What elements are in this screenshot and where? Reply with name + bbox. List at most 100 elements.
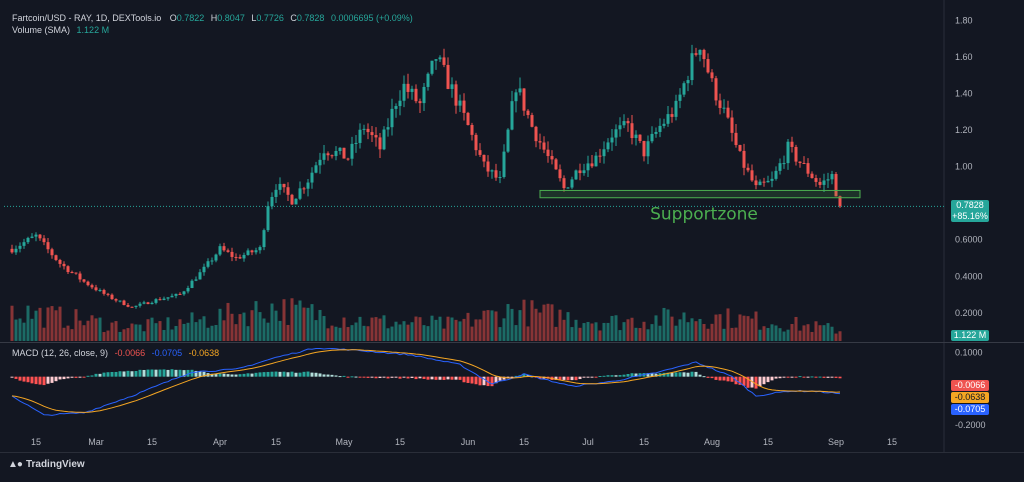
candle-body <box>86 281 90 286</box>
macd-histogram-bar <box>382 376 386 378</box>
candle-body <box>698 49 702 55</box>
volume-bar <box>314 320 318 341</box>
macd-histogram-bar <box>30 376 34 384</box>
candle-body <box>302 188 306 190</box>
candle-body <box>214 254 218 261</box>
volume-bar <box>230 313 234 341</box>
volume-bar <box>70 329 74 341</box>
macd-histogram-bar <box>110 371 114 377</box>
macd-histogram-bar <box>610 375 614 377</box>
macd-histogram-bar <box>562 376 566 380</box>
volume-bar <box>502 318 506 341</box>
macd-histogram-bar <box>558 376 562 381</box>
candle-body <box>10 248 14 253</box>
macd-histogram-bar <box>786 376 790 378</box>
volume-bar <box>234 324 238 341</box>
macd-histogram-bar <box>90 375 94 377</box>
volume-bar <box>466 312 470 341</box>
macd-histogram-bar <box>190 369 194 377</box>
macd-histogram-bar <box>210 373 214 377</box>
macd-histogram-bar <box>78 376 82 378</box>
candle-body <box>486 161 490 172</box>
macd-histogram-bar <box>362 376 366 378</box>
candle-body <box>142 302 146 304</box>
candle-body <box>482 154 486 162</box>
macd-histogram-bar <box>446 376 450 380</box>
symbol-title[interactable]: Fartcoin/USD - RAY, 1D, DEXTools.io <box>12 13 162 23</box>
volume-bar <box>634 327 638 341</box>
macd-histogram-bar <box>354 376 358 378</box>
volume-bar <box>542 304 546 341</box>
candle-body <box>522 88 526 111</box>
macd-histogram-bar <box>386 376 390 379</box>
macd-histogram-bar <box>230 374 234 377</box>
volume-bar <box>626 319 630 341</box>
macd-histogram-bar <box>70 376 74 378</box>
macd-histogram-bar <box>586 376 590 378</box>
macd-histogram-bar <box>438 376 442 380</box>
volume-bar <box>686 322 690 341</box>
volume-bar <box>762 326 766 341</box>
macd-histogram-bar <box>614 375 618 377</box>
candle-body <box>670 114 674 117</box>
time-axis-tick: Sep <box>828 437 844 447</box>
volume-label[interactable]: Volume (SMA) <box>12 25 71 35</box>
candle-body <box>194 279 198 281</box>
volume-bar <box>118 331 122 341</box>
macd-histogram-bar <box>34 376 38 385</box>
candle-body <box>18 245 22 249</box>
candle-body <box>634 134 638 139</box>
volume-bar <box>354 322 358 341</box>
candle-body <box>322 153 326 160</box>
volume-bar <box>822 325 826 341</box>
macd-histogram-bar <box>170 369 174 377</box>
macd-label[interactable]: MACD (12, 26, close, 9) <box>12 348 109 358</box>
macd-histogram-bar <box>154 369 158 377</box>
candle-body <box>358 129 362 143</box>
volume-bar <box>646 329 650 341</box>
tradingview-logo[interactable]: ▲● TradingView <box>8 459 85 470</box>
candle-body <box>110 294 114 300</box>
macd-histogram-bar <box>738 376 742 385</box>
tradingview-logo-text: TradingView <box>25 459 85 470</box>
close-label: C <box>290 13 297 23</box>
candle-body <box>94 287 98 291</box>
macd-histogram-bar <box>290 371 294 377</box>
volume-bar <box>330 325 334 341</box>
volume-bar <box>18 318 22 341</box>
candle-body <box>750 170 754 181</box>
volume-bar <box>754 311 758 341</box>
macd-histogram-bar <box>306 371 310 377</box>
volume-bar <box>142 331 146 341</box>
volume-bar <box>66 325 70 341</box>
macd-histogram-bar <box>806 376 810 378</box>
candle-body <box>710 72 714 79</box>
volume-bar <box>350 325 354 341</box>
volume-bar <box>22 322 26 341</box>
macd-histogram-bar <box>706 376 710 378</box>
macd-histogram-bar <box>478 376 482 386</box>
macd-histogram-bar <box>330 374 334 377</box>
volume-bar <box>258 312 262 341</box>
candle-body <box>242 254 246 259</box>
volume-bar <box>194 322 198 341</box>
candle-body <box>266 206 270 231</box>
volume-bar <box>74 309 78 341</box>
price-axis-tick: 1.60 <box>955 52 973 62</box>
candle-body <box>790 141 794 147</box>
price-axis-tick: 1.20 <box>955 125 973 135</box>
macd-histogram-bar <box>298 372 302 377</box>
low-label: L <box>251 13 257 23</box>
candle-body <box>398 100 402 107</box>
volume-bar <box>650 324 654 341</box>
high-value: 0.8047 <box>217 13 245 23</box>
time-axis-tick: Jul <box>582 437 594 447</box>
macd-histogram-bar <box>630 373 634 377</box>
open-value: 0.7822 <box>176 13 205 23</box>
macd-histogram-bar <box>510 376 514 378</box>
volume-bar <box>558 309 562 341</box>
volume-bar <box>498 327 502 341</box>
macd-histogram-bar <box>474 376 478 385</box>
macd-histogram-bar <box>750 376 754 388</box>
